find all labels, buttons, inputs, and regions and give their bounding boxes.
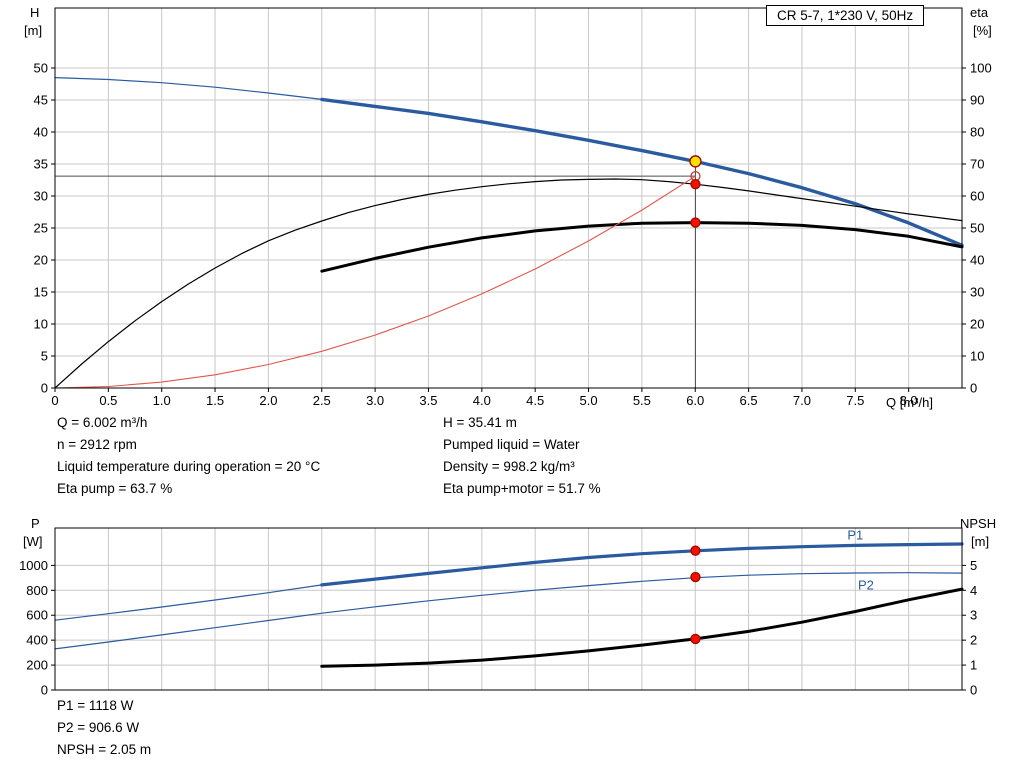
eta-pump-motor-value: Eta pump+motor = 51.7 % — [443, 481, 601, 496]
qh-curve — [320, 97, 964, 247]
right-tick-label: 2 — [970, 633, 977, 648]
left-tick-label: 0 — [41, 683, 48, 698]
curve-label-P1: P1 — [847, 527, 863, 542]
right-tick-label: 10 — [970, 349, 984, 364]
left-tick-label: 600 — [26, 608, 48, 623]
right-tick-label: 5 — [970, 558, 977, 573]
right-tick-label: 3 — [970, 608, 977, 623]
x-tick-label: 8.0 — [900, 393, 918, 408]
x-tick-label: 2.5 — [313, 393, 331, 408]
eta-pump-point — [690, 178, 701, 190]
left-tick-label: 200 — [26, 658, 48, 673]
speed-value: n = 2912 rpm — [57, 437, 137, 452]
x-tick-label: 2.0 — [259, 393, 277, 408]
plot-frame — [54, 527, 963, 691]
npsh-point — [690, 633, 701, 645]
left-tick-label: 10 — [34, 317, 48, 332]
p2-value: P2 = 906.6 W — [57, 720, 140, 735]
p-axis-name: P — [31, 516, 40, 531]
p1-point — [690, 545, 701, 556]
curve-label-P2: P2 — [858, 577, 874, 592]
operating-data-left-column: Q = 6.002 m³/h n = 2912 rpm Liquid tempe… — [57, 412, 320, 500]
right-tick-label: 100 — [970, 61, 992, 76]
left-tick-label: 45 — [34, 93, 48, 108]
npsh-axis-name: NPSH — [960, 516, 997, 531]
left-tick-label: 1000 — [19, 558, 48, 573]
npsh-value: NPSH = 2.05 m — [57, 742, 152, 757]
right-tick-label: 1 — [970, 658, 977, 673]
npsh-axis-unit: [m] — [971, 534, 990, 549]
eta-axis-name: eta — [970, 5, 989, 20]
pump-title-box: CR 5-7, 1*230 V, 50Hz — [766, 5, 925, 26]
p2-curve — [54, 572, 963, 650]
p1-value: P1 = 1118 W — [57, 698, 134, 713]
left-tick-label: 800 — [26, 583, 48, 598]
right-tick-label: 0 — [970, 381, 977, 396]
left-tick-label: 40 — [34, 125, 48, 140]
eta-pump-motor-curve — [320, 221, 964, 273]
left-tick-label: 5 — [41, 349, 48, 364]
left-tick-label: 400 — [26, 633, 48, 648]
right-tick-label: 20 — [970, 317, 984, 332]
x-tick-label: 3.5 — [419, 393, 437, 408]
x-tick-label: 6.5 — [740, 393, 758, 408]
eta-pump-curve — [54, 178, 963, 389]
right-tick-label: 70 — [970, 157, 984, 172]
left-tick-label: 50 — [34, 61, 48, 76]
left-tick-label: 25 — [34, 221, 48, 236]
p-axis-unit: [W] — [23, 534, 43, 549]
eta-axis-unit: [%] — [973, 23, 992, 38]
q-axis-label: Q [m³/h] — [886, 395, 933, 410]
left-tick-label: 15 — [34, 285, 48, 300]
right-tick-label: 0 — [970, 683, 977, 698]
operating-data-right-column: H = 35.41 m Pumped liquid = Water Densit… — [443, 412, 601, 500]
right-tick-label: 80 — [970, 125, 984, 140]
x-tick-label: 6.0 — [686, 393, 704, 408]
head-value: H = 35.41 m — [443, 415, 517, 430]
h-axis-name: H — [30, 5, 40, 20]
x-tick-label: 7.0 — [793, 393, 811, 408]
system-curve — [54, 175, 696, 389]
p2-point — [690, 571, 701, 583]
right-tick-label: 30 — [970, 285, 984, 300]
left-tick-label: 35 — [34, 157, 48, 172]
power-npsh-chart: 0 200 400 600 800 1000 0 1 2 3 4 5 P1 P2 — [19, 527, 977, 698]
eta-pump-value: Eta pump = 63.7 % — [57, 481, 173, 496]
right-tick-label: 40 — [970, 253, 984, 268]
plot-frame — [54, 7, 963, 389]
x-tick-label: 0 — [51, 393, 58, 408]
left-tick-label: 30 — [34, 189, 48, 204]
x-tick-label: 3.0 — [366, 393, 384, 408]
p1-curve — [320, 542, 964, 587]
h-axis-unit: [m] — [24, 23, 43, 38]
eta-pump-motor-point — [690, 217, 701, 228]
flow-value: Q = 6.002 m³/h — [57, 415, 148, 430]
qh-curve-thin — [54, 77, 323, 100]
duty-point — [689, 155, 702, 168]
x-tick-label: 1.5 — [206, 393, 224, 408]
x-tick-label: 4.5 — [526, 393, 544, 408]
right-tick-label: 60 — [970, 189, 984, 204]
x-tick-label: 5.0 — [579, 393, 597, 408]
right-tick-label: 4 — [970, 583, 977, 598]
liquid-temp-value: Liquid temperature during operation = 20… — [57, 459, 321, 474]
right-tick-label: 50 — [970, 221, 984, 236]
p1-curve-thin — [54, 584, 323, 621]
x-tick-label: 4.0 — [473, 393, 491, 408]
npsh-curve — [320, 587, 964, 668]
x-tick-label: 5.5 — [633, 393, 651, 408]
x-tick-label: 0.5 — [99, 393, 117, 408]
pumped-liquid-value: Pumped liquid = Water — [443, 437, 580, 452]
left-tick-label: 0 — [41, 381, 48, 396]
right-tick-label: 90 — [970, 93, 984, 108]
power-data-block: P1 = 1118 W P2 = 906.6 W NPSH = 2.05 m — [57, 695, 151, 761]
head-efficiency-chart: 0 0.5 1.0 1.5 2.0 2.5 3.0 3.5 4.0 4.5 5.0 5.5 6.0 6.5… — [34, 7, 992, 408]
left-tick-label: 20 — [34, 253, 48, 268]
density-value: Density = 998.2 kg/m³ — [443, 459, 575, 474]
x-tick-label: 7.5 — [846, 393, 864, 408]
x-tick-label: 1.0 — [153, 393, 171, 408]
